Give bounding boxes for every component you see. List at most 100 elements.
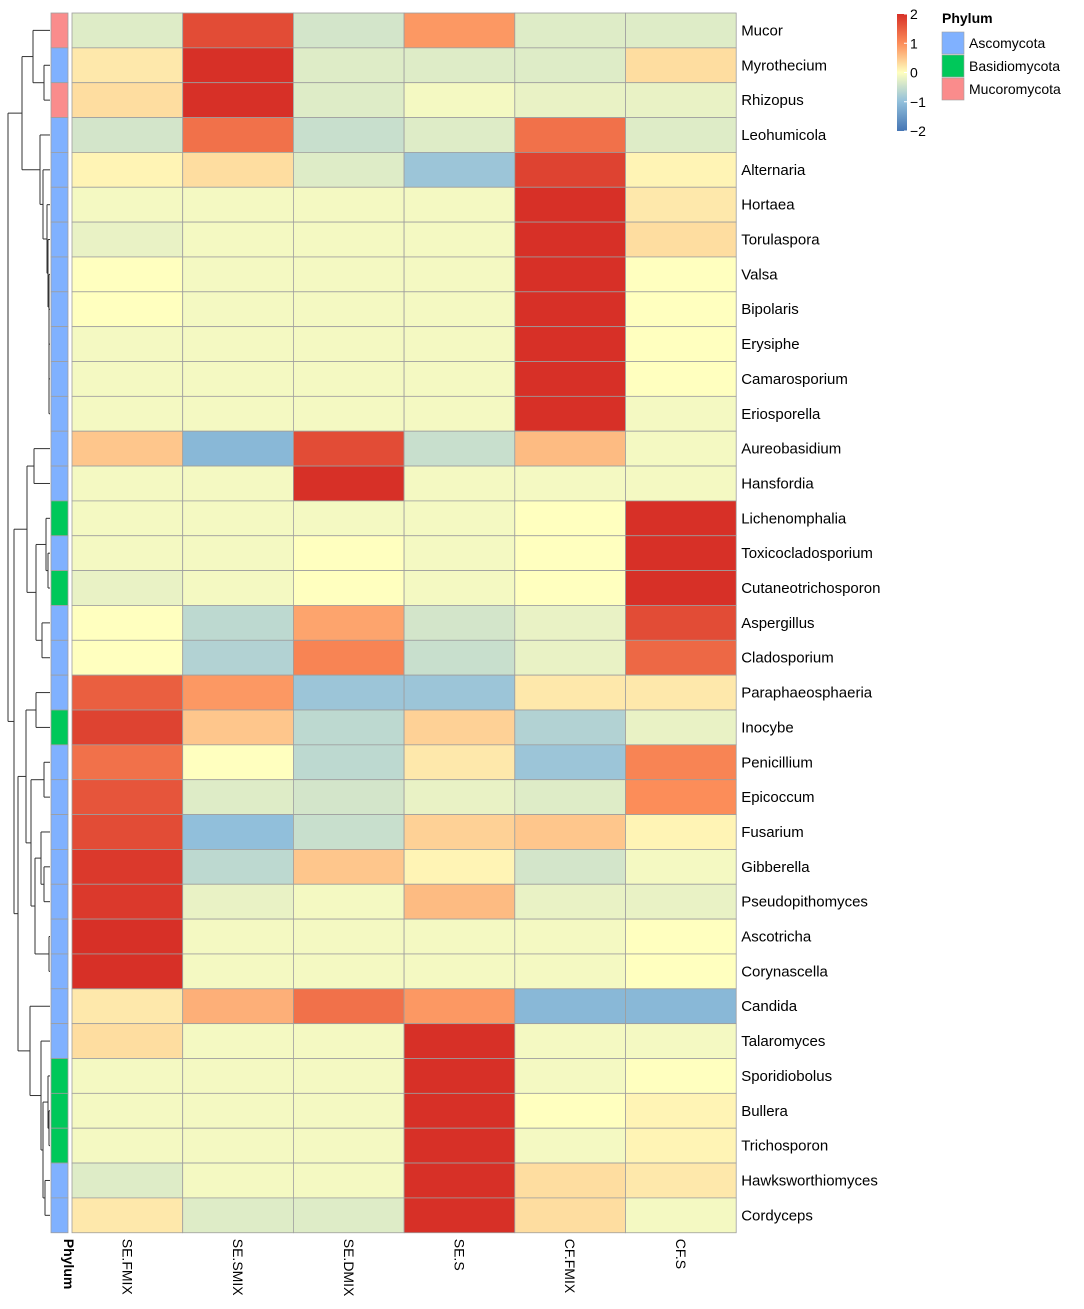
heatmap-cell — [403, 988, 516, 1025]
column-label: SE.FMIX — [119, 1239, 135, 1296]
phylum-annotation-cell — [50, 639, 69, 676]
column-label: SE.DMIX — [341, 1239, 357, 1297]
row-labels: Mucor Myrothecium Rhizopus Leohumicola Alter… — [741, 22, 880, 1224]
heatmap-cell — [625, 605, 737, 641]
heatmap-cell — [182, 186, 294, 223]
phylum-annotation-cell — [50, 1058, 69, 1094]
heatmap-cell — [514, 570, 626, 606]
phylum-annotation-cell — [50, 151, 69, 188]
phylum-annotation-cell — [50, 849, 69, 885]
heatmap-cell — [71, 814, 184, 850]
heatmap-cell — [292, 883, 405, 920]
heatmap-cell — [71, 570, 184, 606]
heatmap-cell — [514, 535, 626, 571]
heatmap-cell — [625, 117, 737, 153]
heatmap-cell — [182, 1023, 294, 1059]
heatmap-cell — [71, 988, 184, 1025]
heatmap-cell — [182, 918, 294, 955]
heatmap-cell — [403, 709, 516, 746]
heatmap-cell — [403, 605, 516, 641]
color-scale-tick-label: −2 — [910, 123, 926, 139]
heatmap-cell — [403, 47, 516, 84]
legend-label: Ascomycota — [969, 35, 1045, 51]
heatmap-cell — [625, 221, 737, 258]
phylum-annotation-cell — [50, 465, 69, 502]
row-label: Pseudopithomyces — [741, 894, 868, 911]
heatmap-cell — [182, 535, 294, 571]
phylum-annotation-cell — [50, 186, 69, 223]
row-label: Erysiphe — [741, 336, 799, 353]
row-label: Alternaria — [741, 162, 806, 179]
heatmap-cell — [182, 744, 294, 781]
heatmap-cell — [71, 12, 184, 49]
phylum-annotation-cell — [50, 82, 69, 118]
heatmap-cell — [625, 779, 737, 815]
row-label: Bipolaris — [741, 301, 799, 318]
heatmap-cells — [71, 12, 737, 1234]
phylum-annotation-cell — [50, 570, 69, 606]
heatmap-cell — [514, 151, 626, 188]
heatmap-cell — [292, 47, 405, 84]
phylum-legend: Phylum Ascomycota Basidiomycota Mucoromyco… — [941, 10, 1061, 101]
row-label: Cordyceps — [741, 1207, 813, 1224]
heatmap-cell — [292, 814, 405, 850]
legend-swatch — [941, 54, 965, 78]
legend-swatch — [941, 31, 965, 55]
heatmap-cell — [182, 221, 294, 258]
heatmap-cell — [403, 465, 516, 502]
color-scale-tick-label: −1 — [910, 94, 926, 110]
phylum-annotation-cell — [50, 361, 69, 397]
heatmap-cell — [292, 918, 405, 955]
heatmap-cell — [514, 779, 626, 815]
heatmap-cell — [514, 988, 626, 1025]
heatmap-cell — [71, 1092, 184, 1129]
heatmap-cell — [71, 709, 184, 746]
phylum-annotation-cell — [50, 674, 69, 711]
heatmap-cell — [403, 430, 516, 467]
heatmap-cell — [292, 326, 405, 362]
heatmap-cell — [514, 1092, 626, 1129]
heatmap-cell — [625, 988, 737, 1025]
heatmap-cell — [625, 186, 737, 223]
row-label: Epicoccum — [741, 789, 814, 806]
heatmap-cell — [403, 395, 516, 432]
heatmap-cell — [514, 361, 626, 397]
heatmap-cell — [625, 918, 737, 955]
heatmap-cell — [71, 361, 184, 397]
row-label: Candida — [741, 998, 798, 1015]
heatmap-cell — [403, 1197, 516, 1234]
row-label: Toxicocladosporium — [741, 545, 873, 562]
heatmap-cell — [514, 221, 626, 258]
heatmap-cell — [514, 82, 626, 118]
heatmap-cell — [625, 326, 737, 362]
heatmap-cell — [182, 500, 294, 537]
color-scale-legend: 2 1 0 −1 −2 — [897, 6, 926, 139]
heatmap-cell — [625, 500, 737, 537]
heatmap-cell — [292, 12, 405, 49]
heatmap-cell — [182, 82, 294, 118]
row-label: Trichosporon — [741, 1138, 828, 1155]
heatmap-cell — [71, 674, 184, 711]
heatmap-cell — [625, 883, 737, 920]
heatmap-cell — [403, 500, 516, 537]
heatmap-cell — [403, 779, 516, 815]
heatmap-cell — [514, 1162, 626, 1199]
heatmap-cell — [182, 326, 294, 362]
phylum-annotation-cell — [50, 535, 69, 571]
heatmap-cell — [403, 918, 516, 955]
row-label: Hawksworthiomyces — [741, 1172, 878, 1189]
phylum-annotation-cell — [50, 605, 69, 641]
heatmap-cell — [71, 1127, 184, 1164]
heatmap-cell — [182, 779, 294, 815]
heatmap-cell — [71, 465, 184, 502]
heatmap-cell — [625, 570, 737, 606]
heatmap-cell — [403, 82, 516, 118]
heatmap-cell — [182, 47, 294, 84]
phylum-annotation-cell — [50, 395, 69, 432]
row-label: Myrothecium — [741, 57, 827, 74]
heatmap-cell — [292, 779, 405, 815]
heatmap-cell — [292, 465, 405, 502]
column-labels: SE.FMIX SE.SMIX SE.DMIX SE.S CF.FMIX CF.S — [119, 1239, 688, 1297]
heatmap-cell — [292, 709, 405, 746]
